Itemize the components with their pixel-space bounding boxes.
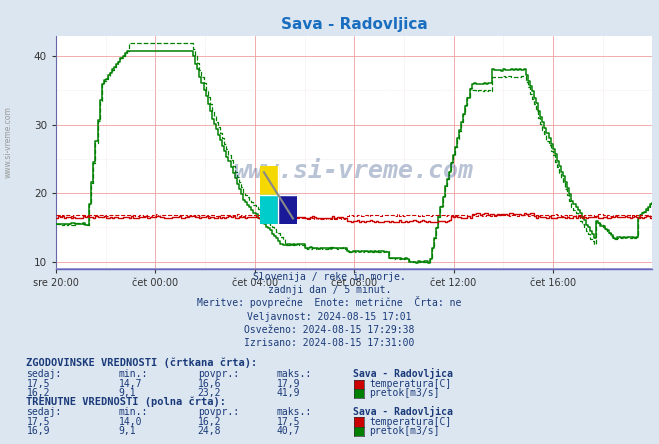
Text: 9,1: 9,1 — [119, 426, 136, 436]
Text: 17,9: 17,9 — [277, 379, 301, 389]
Text: 23,2: 23,2 — [198, 388, 221, 398]
Text: Sava - Radovljica: Sava - Radovljica — [353, 369, 453, 380]
Text: 17,5: 17,5 — [26, 379, 50, 389]
Text: 16,9: 16,9 — [26, 426, 50, 436]
Text: www.si-vreme.com: www.si-vreme.com — [234, 159, 474, 183]
Text: 17,5: 17,5 — [277, 417, 301, 427]
Bar — [260, 195, 279, 224]
Text: 41,9: 41,9 — [277, 388, 301, 398]
Text: 9,1: 9,1 — [119, 388, 136, 398]
Text: sedaj:: sedaj: — [26, 407, 61, 417]
Text: pretok[m3/s]: pretok[m3/s] — [369, 388, 440, 398]
Text: 14,7: 14,7 — [119, 379, 142, 389]
Text: sedaj:: sedaj: — [26, 369, 61, 380]
Text: 16,6: 16,6 — [198, 379, 221, 389]
Text: temperatura[C]: temperatura[C] — [369, 417, 451, 427]
Text: 16,2: 16,2 — [198, 417, 221, 427]
Text: 14,0: 14,0 — [119, 417, 142, 427]
Text: povpr.:: povpr.: — [198, 369, 239, 380]
Text: Sava - Radovljica: Sava - Radovljica — [353, 406, 453, 417]
Text: povpr.:: povpr.: — [198, 407, 239, 417]
Text: zadnji dan / 5 minut.: zadnji dan / 5 minut. — [268, 285, 391, 295]
Text: 16,2: 16,2 — [26, 388, 50, 398]
Text: TRENUTNE VREDNOSTI (polna črta):: TRENUTNE VREDNOSTI (polna črta): — [26, 396, 226, 407]
Title: Sava - Radovljica: Sava - Radovljica — [281, 16, 428, 32]
Text: temperatura[C]: temperatura[C] — [369, 379, 451, 389]
Text: 17,5: 17,5 — [26, 417, 50, 427]
Text: Slovenija / reke in morje.: Slovenija / reke in morje. — [253, 272, 406, 282]
Text: 24,8: 24,8 — [198, 426, 221, 436]
Bar — [260, 166, 279, 195]
Text: maks.:: maks.: — [277, 369, 312, 380]
Text: min.:: min.: — [119, 369, 148, 380]
Text: ZGODOVINSKE VREDNOSTI (črtkana črta):: ZGODOVINSKE VREDNOSTI (črtkana črta): — [26, 358, 258, 369]
Text: Meritve: povprečne  Enote: metrične  Črta: ne: Meritve: povprečne Enote: metrične Črta:… — [197, 296, 462, 309]
Text: maks.:: maks.: — [277, 407, 312, 417]
Text: www.si-vreme.com: www.si-vreme.com — [3, 106, 13, 178]
Text: Izrisano: 2024-08-15 17:31:00: Izrisano: 2024-08-15 17:31:00 — [244, 338, 415, 349]
Text: min.:: min.: — [119, 407, 148, 417]
Bar — [279, 195, 297, 224]
Text: pretok[m3/s]: pretok[m3/s] — [369, 426, 440, 436]
Text: Osveženo: 2024-08-15 17:29:38: Osveženo: 2024-08-15 17:29:38 — [244, 325, 415, 335]
Text: Veljavnost: 2024-08-15 17:01: Veljavnost: 2024-08-15 17:01 — [247, 312, 412, 322]
Text: 40,7: 40,7 — [277, 426, 301, 436]
